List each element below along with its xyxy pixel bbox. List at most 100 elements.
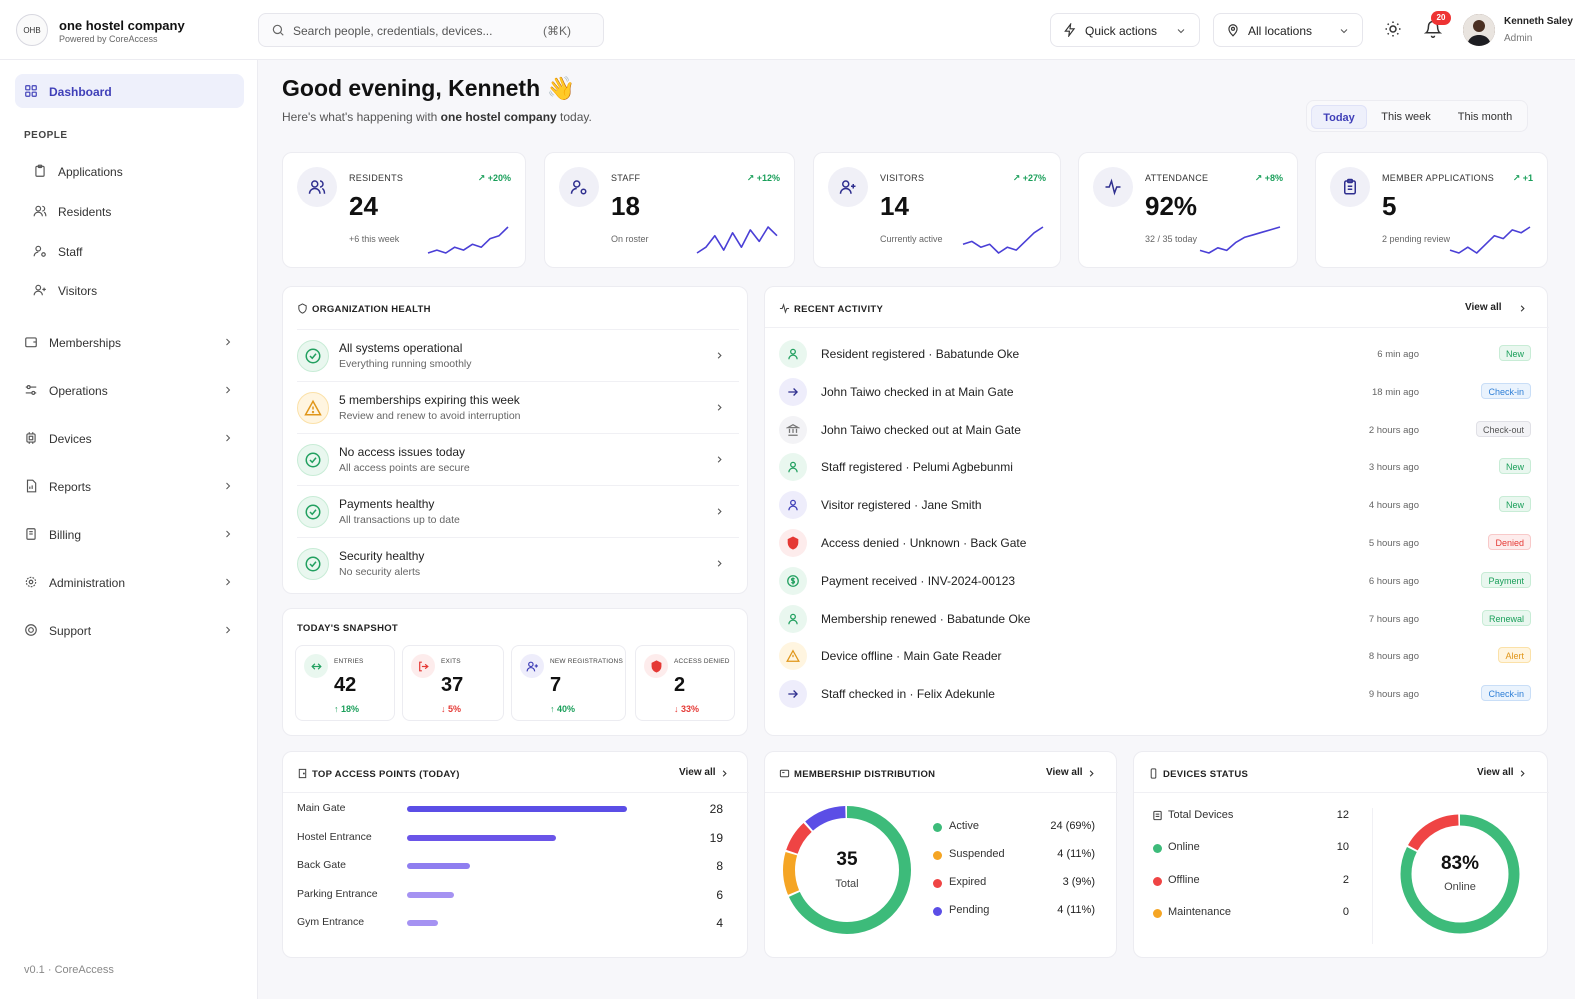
sidebar-item-operations[interactable]: Operations bbox=[15, 373, 244, 407]
sidebar-item-label: Administration bbox=[49, 576, 126, 590]
search-input[interactable]: Search people, credentials, devices... (… bbox=[258, 13, 604, 47]
activity-item[interactable]: Visitor registered · Jane Smith 4 hours a… bbox=[779, 486, 1531, 524]
avatar[interactable] bbox=[1463, 14, 1495, 46]
activity-item[interactable]: Resident registered · Babatunde Oke 6 min… bbox=[779, 335, 1531, 373]
range-today[interactable]: Today bbox=[1311, 105, 1367, 129]
kpi-card-attendance[interactable]: ATTENDANCE 92% 32 / 35 today ↗ +8% bbox=[1078, 152, 1298, 268]
health-item[interactable]: 5 memberships expiring this week Review a… bbox=[297, 381, 739, 433]
activity-item[interactable]: Staff registered · Pelumi Agbebunmi 3 hou… bbox=[779, 448, 1531, 486]
snapshot-title: EXITS bbox=[441, 658, 461, 665]
check-circle-icon bbox=[305, 348, 321, 364]
location-selector[interactable]: All locations bbox=[1213, 13, 1363, 47]
total-devices-label: Total Devices bbox=[1168, 809, 1234, 821]
view-all-access-points-link[interactable]: View all bbox=[679, 767, 716, 778]
access-point-label: Back Gate bbox=[297, 859, 347, 872]
legend-label: Suspended bbox=[949, 848, 1005, 860]
quick-actions-label: Quick actions bbox=[1085, 24, 1158, 38]
warning-triangle-icon bbox=[304, 399, 322, 416]
activity-item[interactable]: Access denied · Unknown · Back Gate 5 hou… bbox=[779, 524, 1531, 562]
membership-donut-chart bbox=[783, 806, 911, 934]
kpi-icon-wrap bbox=[559, 167, 599, 207]
snapshot-entries[interactable]: ENTRIES 42 ↑ 18% bbox=[295, 645, 395, 721]
activity-icon-wrap bbox=[779, 340, 807, 368]
kpi-sparkline bbox=[696, 226, 778, 254]
access-point-value: 19 bbox=[709, 830, 723, 845]
legend-value: 2 bbox=[1342, 873, 1349, 886]
divider bbox=[1134, 792, 1549, 793]
kpi-card-staff[interactable]: STAFF 18 On roster ↗ +12% bbox=[544, 152, 795, 268]
activity-item[interactable]: John Taiwo checked in at Main Gate 18 min… bbox=[779, 373, 1531, 411]
access-point-value: 8 bbox=[716, 859, 723, 874]
kpi-value: 5 bbox=[1382, 191, 1397, 221]
sidebar-item-dashboard[interactable]: Dashboard bbox=[15, 74, 244, 108]
range-this-week[interactable]: This week bbox=[1381, 111, 1431, 123]
snapshot-exits[interactable]: EXITS 37 ↓ 5% bbox=[402, 645, 504, 721]
sidebar-item-support[interactable]: Support bbox=[15, 613, 244, 647]
activity-icon-wrap bbox=[779, 604, 807, 633]
kpi-card-residents[interactable]: RESIDENTS 24 +6 this week ↗ +20% bbox=[282, 152, 526, 268]
snapshot-new-registrations[interactable]: NEW REGISTRATIONS 7 ↑ 40% bbox=[511, 645, 626, 721]
activity-item[interactable]: John Taiwo checked out at Main Gate 2 hou… bbox=[779, 411, 1531, 449]
arrow-right-icon bbox=[788, 690, 798, 699]
kpi-change: ↗ +20% bbox=[477, 173, 511, 183]
activity-time: 3 hours ago bbox=[1368, 462, 1419, 474]
kpi-sparkline bbox=[962, 226, 1044, 254]
chevron-right-icon bbox=[226, 578, 231, 586]
chevron-right-icon bbox=[717, 508, 722, 515]
activity-item[interactable]: Staff checked in · Felix Adekunle 9 hours… bbox=[779, 675, 1531, 713]
staff-icon bbox=[570, 180, 587, 195]
access-point-value: 6 bbox=[716, 887, 723, 902]
sidebar-item-applications[interactable]: Applications bbox=[24, 154, 244, 188]
view-all-membership-link[interactable]: View all bbox=[1046, 767, 1083, 778]
health-item[interactable]: Security healthy No security alerts bbox=[297, 537, 739, 589]
activity-item[interactable]: Device offline · Main Gate Reader 8 hours… bbox=[779, 637, 1531, 675]
card-title: MEMBERSHIP DISTRIBUTION bbox=[779, 768, 935, 780]
health-item-subtitle: No security alerts bbox=[339, 566, 421, 578]
range-this-month[interactable]: This month bbox=[1457, 111, 1513, 123]
theme-toggle-sun-icon[interactable] bbox=[1384, 20, 1402, 38]
activity-item[interactable]: Membership renewed · Babatunde Oke 7 hour… bbox=[779, 600, 1531, 638]
divider bbox=[1372, 808, 1373, 944]
card-title-text: TOP ACCESS POINTS (TODAY) bbox=[312, 769, 460, 780]
sidebar-item-billing[interactable]: Billing bbox=[15, 517, 244, 551]
sidebar-item-reports[interactable]: Reports bbox=[15, 469, 244, 503]
entries-arrows-icon bbox=[310, 662, 322, 670]
access-point-label: Main Gate bbox=[297, 802, 346, 814]
snapshot-title: NEW REGISTRATIONS bbox=[550, 658, 623, 665]
chevron-right-icon bbox=[722, 770, 727, 777]
activity-text: Access denied · Unknown · Back Gate bbox=[821, 536, 1027, 550]
sidebar-item-label: Reports bbox=[49, 480, 92, 494]
snapshot-access-denied[interactable]: ACCESS DENIED 2 ↓ 33% bbox=[635, 645, 735, 721]
activity-item[interactable]: Payment received · INV-2024-00123 6 hours… bbox=[779, 562, 1531, 600]
view-all-activity-link[interactable]: View all bbox=[1465, 302, 1502, 313]
chevron-right-icon bbox=[226, 530, 231, 538]
activity-status-badge: New bbox=[1498, 458, 1531, 475]
card-title-text: DEVICES STATUS bbox=[1163, 769, 1249, 780]
health-item[interactable]: Payments healthy All transactions up to d… bbox=[297, 485, 739, 537]
legend-value: 4 (11%) bbox=[1057, 848, 1095, 860]
subtitle-suffix: today. bbox=[556, 110, 592, 124]
check-circle-icon bbox=[305, 504, 321, 520]
shield-denied-icon bbox=[651, 659, 661, 673]
quick-actions-button[interactable]: Quick actions bbox=[1050, 13, 1200, 47]
sidebar-item-devices[interactable]: Devices bbox=[15, 421, 244, 455]
view-all-devices-link[interactable]: View all bbox=[1477, 767, 1514, 778]
health-item[interactable]: No access issues today All access points … bbox=[297, 433, 739, 485]
kpi-card-member-applications[interactable]: MEMBER APPLICATIONS 5 2 pending review ↗ +1 bbox=[1315, 152, 1548, 268]
health-item[interactable]: All systems operational Everything runnin… bbox=[297, 329, 739, 381]
activity-time: 9 hours ago bbox=[1368, 689, 1419, 701]
user-role: Admin bbox=[1504, 33, 1533, 44]
dollar-circle-icon bbox=[787, 574, 799, 587]
sidebar-item-staff[interactable]: Staff bbox=[24, 234, 244, 268]
sidebar-item-visitors[interactable]: Visitors bbox=[24, 273, 244, 307]
health-status-icon-wrap bbox=[297, 392, 329, 424]
kpi-card-visitors[interactable]: VISITORS 14 Currently active ↗ +27% bbox=[813, 152, 1061, 268]
access-point-bar bbox=[407, 920, 438, 927]
company-logo[interactable]: OHB bbox=[16, 14, 48, 46]
sidebar-item-memberships[interactable]: Memberships bbox=[15, 325, 244, 359]
snapshot-value: 7 bbox=[550, 674, 562, 696]
sidebar-item-administration[interactable]: Administration bbox=[15, 565, 244, 599]
activity-icon-wrap bbox=[779, 453, 807, 482]
snapshot-value: 2 bbox=[674, 674, 686, 696]
sidebar-item-residents[interactable]: Residents bbox=[24, 194, 244, 228]
